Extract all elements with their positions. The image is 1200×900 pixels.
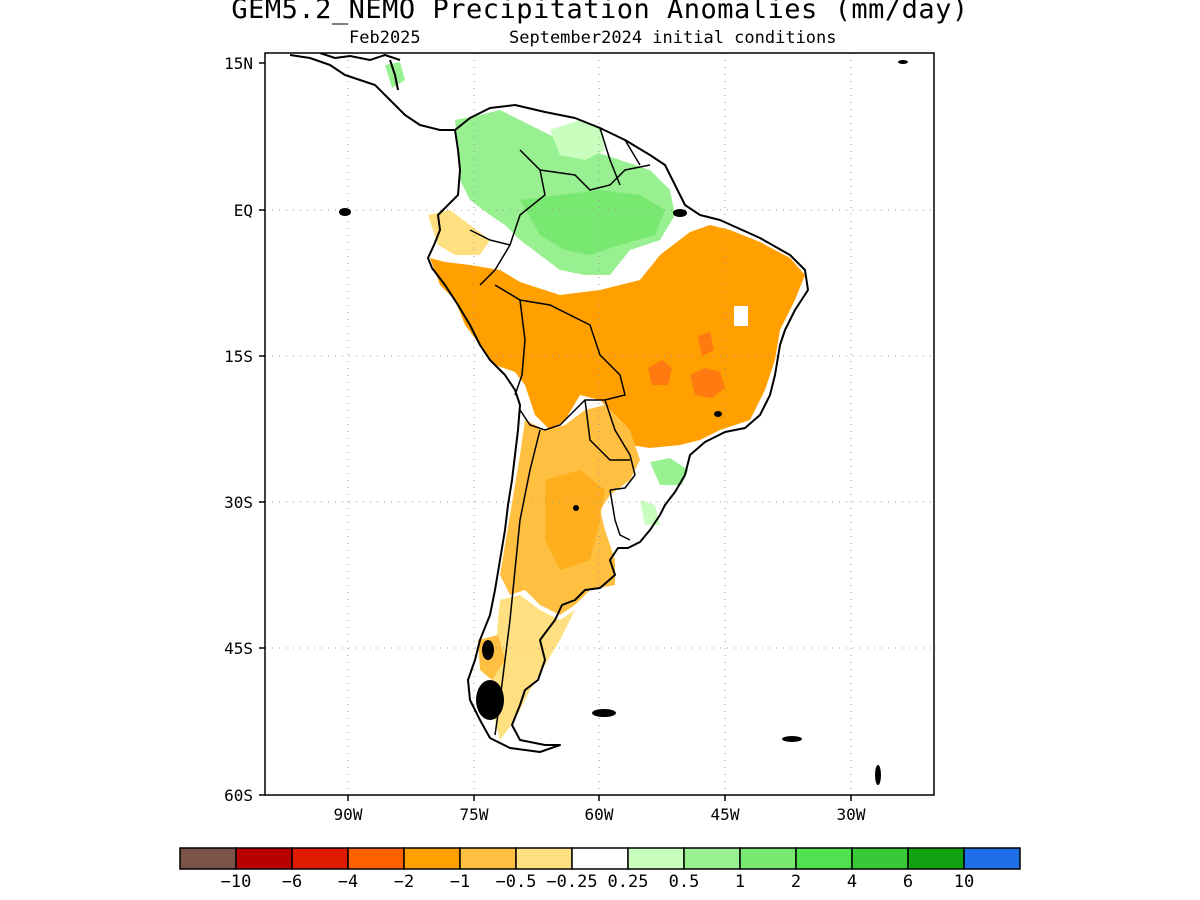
strong-dry-core-1: [690, 368, 725, 398]
south-america-coastline: [427, 104, 809, 753]
central-america-coastline: [289, 54, 455, 131]
colorbar-swatch: [851, 847, 909, 870]
coastlines: [289, 53, 809, 753]
colorbar-label: −2: [394, 872, 414, 892]
wet-patch-se-brazil: [650, 458, 688, 485]
moderate-dry-argentina: [545, 470, 605, 570]
lat-label: 60S: [224, 786, 253, 805]
lat-label: 45S: [224, 639, 253, 658]
strong-wet-core: [520, 190, 665, 255]
lat-label: 30S: [224, 493, 253, 512]
lon-ticks: [347, 795, 852, 801]
colorbar-swatch: [683, 847, 741, 870]
island-marker: [898, 60, 908, 64]
falkland-islands: [592, 709, 616, 717]
chart-title: GEM5.2_NEMO Precipitation Anomalies (mm/…: [231, 0, 969, 25]
yucatan: [389, 59, 399, 91]
marajo-island: [673, 209, 687, 217]
lat-ticks: [259, 62, 265, 796]
colorbar-swatch: [403, 847, 461, 870]
colorbar-label: 0.5: [669, 872, 700, 892]
weak-wet-fringe: [550, 120, 605, 160]
colorbar-label: −1: [450, 872, 470, 892]
lon-label: 90W: [334, 805, 363, 824]
colorbar-swatch: [291, 847, 349, 870]
colorbar-swatch: [795, 847, 853, 870]
strong-dry-core-2: [648, 360, 672, 385]
colorbar-swatch: [571, 847, 629, 870]
colorbar-label: 6: [903, 872, 913, 892]
colorbar-label: −0.25: [546, 872, 597, 892]
weak-wet-uruguay: [640, 500, 660, 525]
colorbar-swatch: [963, 847, 1021, 870]
islands: [339, 60, 908, 785]
colorbar-label: 2: [791, 872, 801, 892]
colorbar-swatch: [739, 847, 797, 870]
colorbar-label: −10: [221, 872, 252, 892]
lat-label: EQ: [234, 201, 253, 220]
colorbar-swatch: [347, 847, 405, 870]
strong-dry-core-3: [698, 332, 714, 356]
grid: [265, 53, 934, 795]
weak-dry-patagonia: [490, 595, 580, 740]
colorbar-label: 4: [847, 872, 857, 892]
galapagos-islands: [339, 208, 351, 216]
colorbar-swatch: [907, 847, 965, 870]
colorbar-swatch: [235, 847, 293, 870]
south-sandwich-islands: [875, 765, 881, 785]
initial-conditions-label: September2024 initial conditions: [509, 28, 837, 48]
colorbar-label: 0.25: [608, 872, 649, 892]
white-box: [734, 306, 748, 326]
colorbar-label: −6: [282, 872, 302, 892]
colorbar-label: 10: [954, 872, 974, 892]
weak-dry-ecuador: [428, 210, 490, 255]
lon-label: 45W: [711, 805, 740, 824]
lon-labels: 90W 75W 60W 45W 30W: [334, 805, 866, 824]
caribbean-coast: [319, 53, 401, 61]
colorbar-swatch: [179, 847, 237, 870]
lat-label: 15N: [224, 54, 253, 73]
colorbar-swatch: [459, 847, 517, 870]
lake-marker: [714, 411, 722, 417]
chilean-fjords: [476, 680, 504, 720]
colorbar: −10 −6 −4 −2 −1 −0.5 −0.25 0.25 0.5 1 2 4 6 10: [179, 847, 1021, 892]
colorbar-label: 1: [735, 872, 745, 892]
lake-marker: [573, 505, 579, 511]
anomaly-shading: [385, 62, 805, 740]
country-borders: [469, 127, 651, 736]
forecast-month: Feb2025: [349, 28, 421, 48]
colorbar-swatch: [627, 847, 685, 870]
lon-label: 60W: [585, 805, 614, 824]
colorbar-swatch: [515, 847, 573, 870]
south-georgia: [782, 736, 802, 742]
lat-labels: 15N EQ 15S 30S 45S 60S: [224, 54, 253, 805]
chiloe-island: [482, 640, 494, 660]
colorbar-label: −4: [338, 872, 358, 892]
colorbar-label: −0.5: [496, 872, 537, 892]
lat-label: 15S: [224, 347, 253, 366]
lon-label: 75W: [460, 805, 489, 824]
lon-label: 30W: [837, 805, 866, 824]
